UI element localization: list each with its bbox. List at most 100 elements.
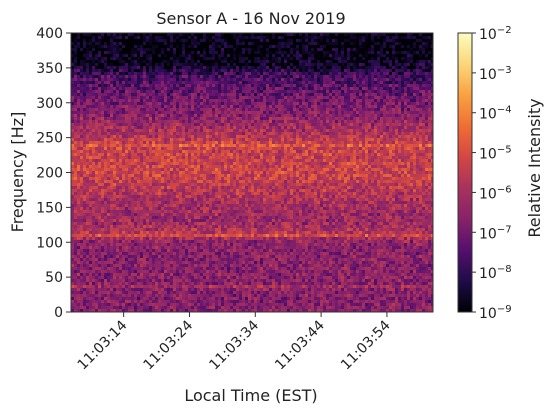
heatmap-cell: [314, 45, 318, 49]
heatmap-cell: [311, 102, 315, 106]
heatmap-cell: [203, 126, 207, 130]
heatmap-cell: [350, 84, 354, 88]
heatmap-cell: [197, 114, 201, 118]
heatmap-cell: [371, 54, 375, 58]
heatmap-cell: [419, 78, 423, 82]
heatmap-cell: [188, 132, 192, 136]
heatmap-cell: [290, 39, 294, 43]
heatmap-cell: [281, 132, 285, 136]
heatmap-cell: [386, 126, 390, 130]
heatmap-cell: [149, 72, 153, 76]
heatmap-cell: [374, 45, 378, 49]
heatmap-cell: [404, 150, 408, 154]
heatmap-cell: [260, 150, 264, 154]
heatmap-cell: [260, 138, 264, 142]
heatmap-cell: [302, 36, 306, 40]
heatmap-cell: [221, 48, 225, 52]
heatmap-cell: [245, 57, 249, 61]
heatmap-cell: [92, 126, 96, 130]
heatmap-cell: [254, 114, 258, 118]
heatmap-cell: [161, 108, 165, 112]
heatmap-cell: [185, 120, 189, 124]
heatmap-cell: [80, 42, 84, 46]
heatmap-cell: [215, 138, 219, 142]
heatmap-cell: [368, 36, 372, 40]
heatmap-cell: [146, 93, 150, 97]
heatmap-cell: [155, 60, 159, 64]
heatmap-cell: [338, 141, 342, 145]
heatmap-cell: [200, 75, 204, 79]
heatmap-cell: [230, 99, 234, 103]
heatmap-cell: [170, 123, 174, 127]
heatmap-cell: [227, 51, 231, 55]
heatmap-cell: [158, 117, 162, 121]
heatmap-cell: [275, 108, 279, 112]
heatmap-cell: [359, 60, 363, 64]
heatmap-cell: [191, 147, 195, 151]
heatmap-cell: [347, 117, 351, 121]
heatmap-cell: [320, 78, 324, 82]
heatmap-cell: [350, 36, 354, 40]
heatmap-cell: [311, 36, 315, 40]
heatmap-cell: [215, 135, 219, 139]
heatmap-cell: [431, 78, 434, 82]
heatmap-cell: [71, 33, 75, 37]
heatmap-cell: [416, 81, 420, 85]
heatmap-cell: [230, 150, 234, 154]
heatmap-cell: [305, 102, 309, 106]
heatmap-cell: [143, 75, 147, 79]
heatmap-cell: [110, 147, 114, 151]
heatmap-cell: [392, 72, 396, 76]
heatmap-cell: [134, 66, 138, 70]
heatmap-cell: [428, 96, 432, 100]
heatmap-cell: [119, 156, 123, 160]
heatmap-cell: [383, 153, 387, 157]
heatmap-cell: [389, 129, 393, 133]
heatmap-cell: [311, 48, 315, 52]
heatmap-cell: [263, 108, 267, 112]
heatmap-cell: [71, 105, 75, 109]
heatmap-cell: [227, 129, 231, 133]
heatmap-cell: [425, 141, 429, 145]
heatmap-cell: [161, 129, 165, 133]
heatmap-cell: [350, 138, 354, 142]
heatmap-cell: [191, 90, 195, 94]
heatmap-cell: [116, 153, 120, 157]
heatmap-cell: [344, 81, 348, 85]
heatmap-cell: [293, 45, 297, 49]
heatmap-cell: [425, 39, 429, 43]
heatmap-cell: [293, 36, 297, 40]
heatmap-cell: [164, 54, 168, 58]
heatmap-cell: [305, 96, 309, 100]
heatmap-cell: [341, 72, 345, 76]
heatmap-cell: [296, 69, 300, 73]
heatmap-cell: [419, 144, 423, 148]
heatmap-cell: [365, 150, 369, 154]
heatmap-cell: [98, 54, 102, 58]
heatmap-cell: [410, 51, 414, 55]
heatmap-cell: [71, 117, 75, 121]
heatmap-cell: [86, 132, 90, 136]
heatmap-cell: [164, 42, 168, 46]
heatmap-cell: [110, 60, 114, 64]
heatmap-cell: [305, 147, 309, 151]
heatmap-cell: [329, 129, 333, 133]
heatmap-cell: [92, 96, 96, 100]
heatmap-cell: [140, 96, 144, 100]
heatmap-cell: [392, 144, 396, 148]
heatmap-cell: [332, 111, 336, 115]
heatmap-cell: [287, 60, 291, 64]
heatmap-cell: [383, 57, 387, 61]
heatmap-cell: [305, 54, 309, 58]
heatmap-cell: [323, 153, 327, 157]
heatmap-cell: [86, 123, 90, 127]
heatmap-cell: [221, 42, 225, 46]
heatmap-cell: [281, 117, 285, 121]
heatmap-cell: [170, 54, 174, 58]
heatmap-cell: [122, 63, 126, 67]
heatmap-cell: [260, 108, 264, 112]
heatmap-cell: [323, 114, 327, 118]
heatmap-cell: [146, 84, 150, 88]
heatmap-cell: [164, 93, 168, 97]
heatmap-cell: [383, 120, 387, 124]
